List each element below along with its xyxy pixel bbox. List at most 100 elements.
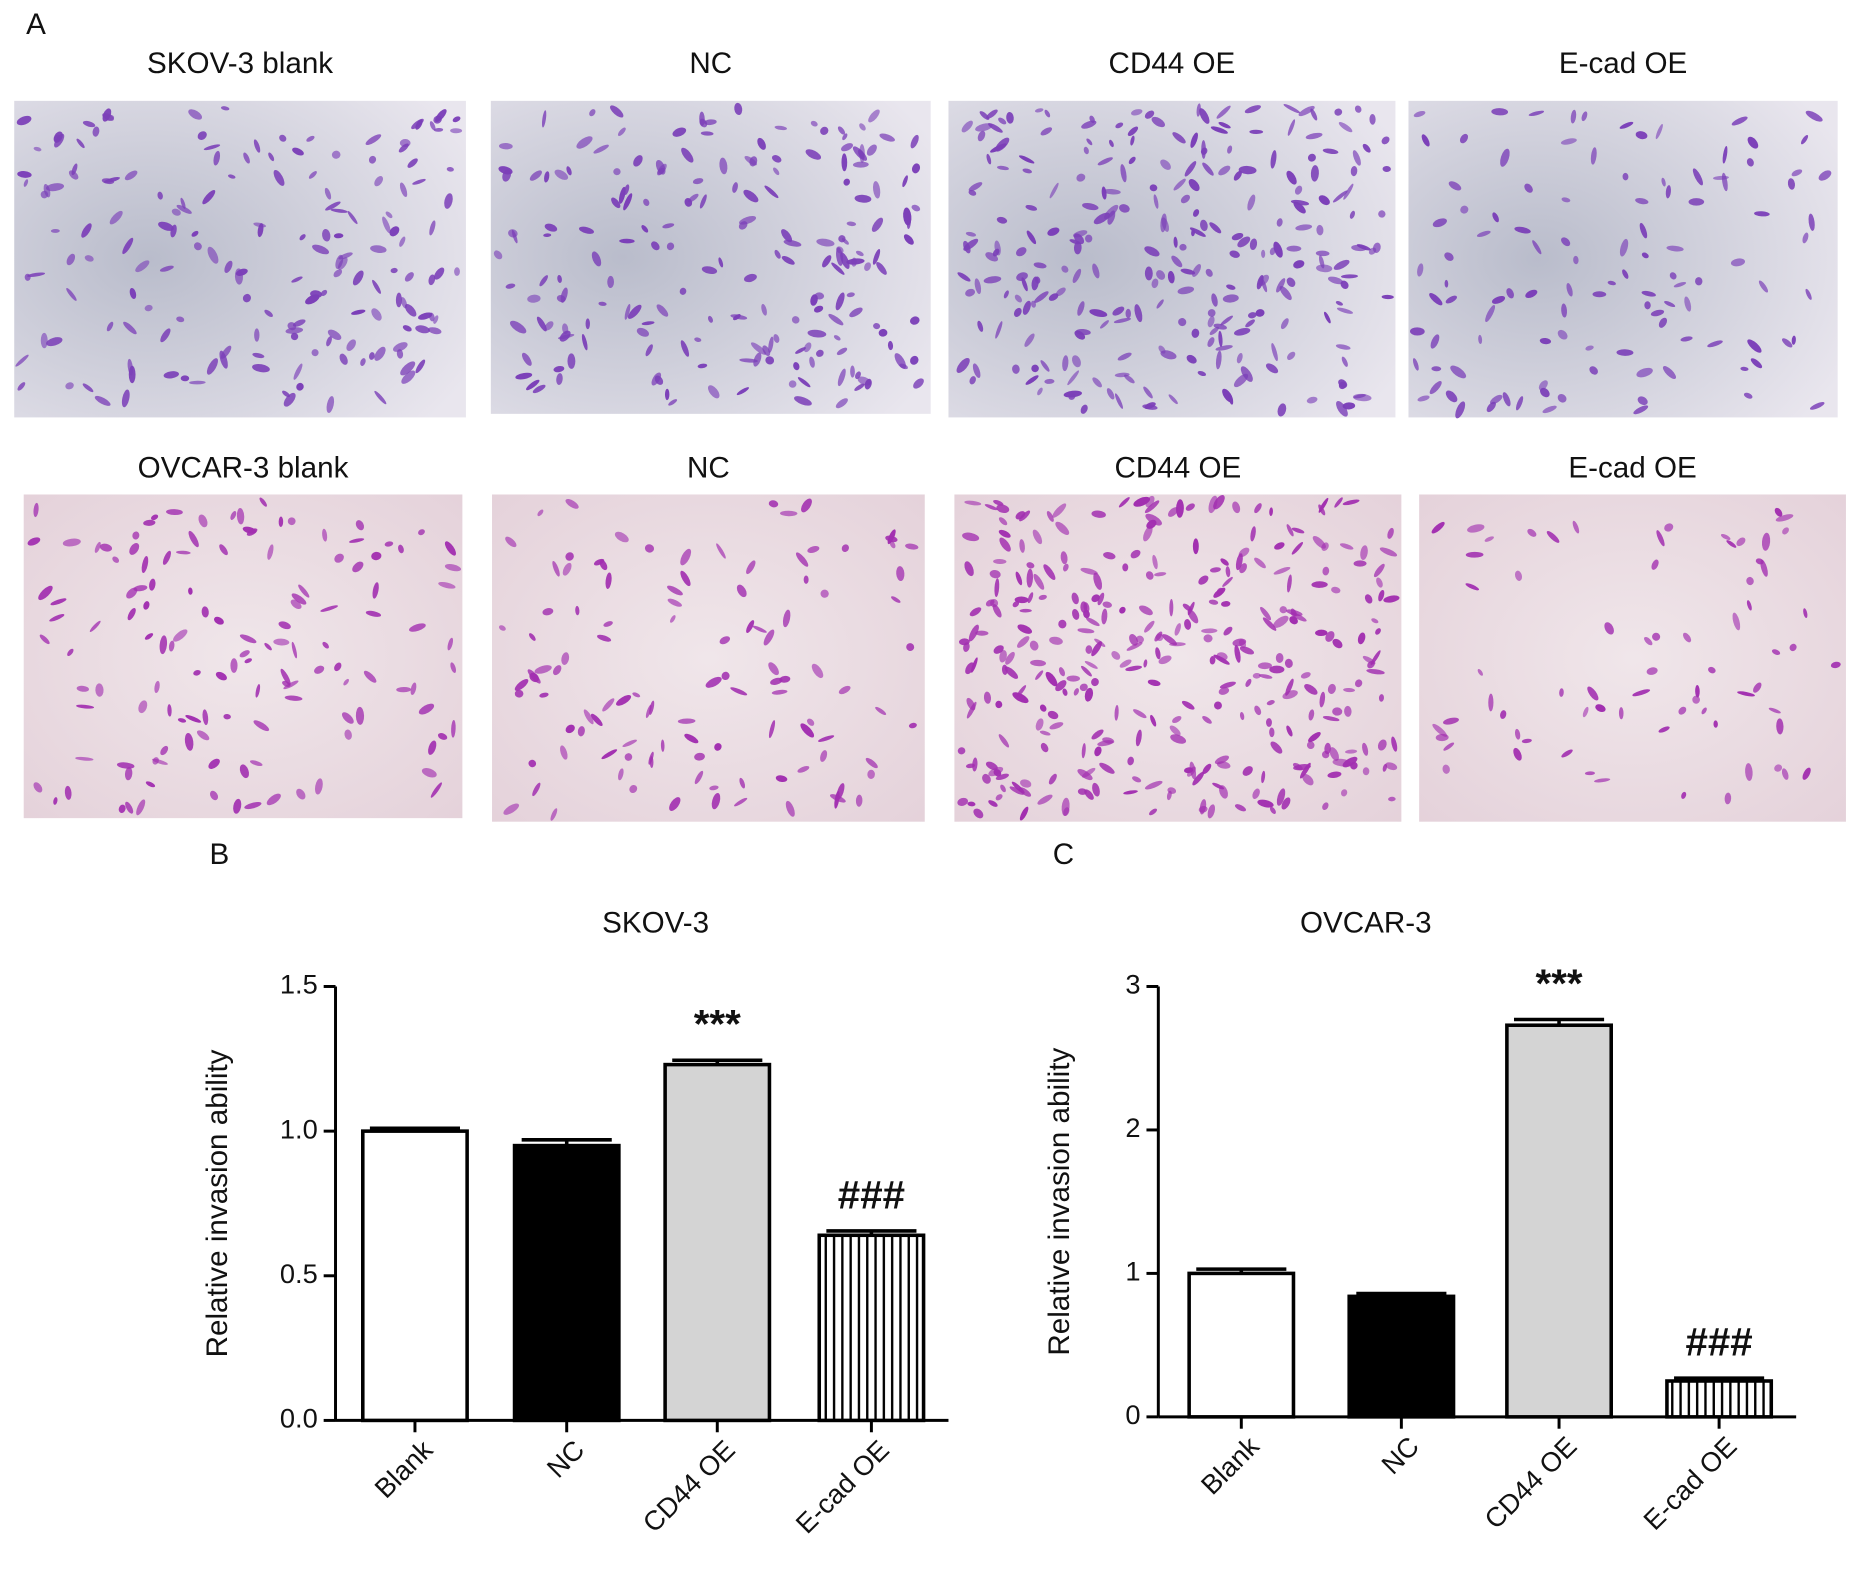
cell (1295, 224, 1313, 231)
cell (667, 585, 683, 596)
cell (1191, 229, 1196, 237)
cell (1322, 566, 1330, 576)
cell (395, 292, 402, 308)
cell (400, 361, 416, 376)
cell (1187, 766, 1196, 777)
cell (127, 607, 136, 621)
cell (1062, 563, 1069, 572)
cell (296, 382, 304, 391)
cell (605, 572, 612, 589)
cell (1561, 303, 1568, 318)
cell (644, 544, 655, 553)
cell (1236, 352, 1243, 364)
cell (1103, 552, 1116, 560)
cell (1118, 497, 1130, 508)
cell (996, 216, 1008, 224)
cell (1486, 401, 1496, 413)
cell (761, 303, 767, 316)
cell (129, 287, 137, 299)
cell (1791, 169, 1803, 177)
cell (1306, 396, 1318, 404)
cell (1542, 405, 1557, 414)
cell (1745, 763, 1753, 781)
cell (1209, 222, 1222, 234)
cell (643, 198, 650, 206)
cell (597, 634, 612, 642)
cell (1169, 725, 1181, 736)
cell (326, 336, 332, 347)
cell (736, 584, 747, 598)
panel-label: C (1053, 838, 1074, 871)
cell (1111, 651, 1121, 660)
cell (1720, 533, 1731, 540)
micrograph (23, 494, 463, 819)
cell (1018, 155, 1035, 164)
cell (781, 229, 793, 243)
cell (1160, 159, 1171, 170)
cell (267, 544, 274, 560)
cell (1299, 762, 1311, 779)
x-tick-label: NC (1375, 1430, 1425, 1480)
cell (1308, 709, 1315, 721)
cell (122, 237, 134, 255)
cell (1220, 315, 1233, 326)
cell (753, 352, 762, 367)
cell (1442, 764, 1450, 774)
cell (1559, 688, 1564, 697)
cell (320, 605, 338, 612)
cell (774, 125, 788, 131)
cell (1445, 295, 1457, 304)
cell (415, 325, 430, 334)
cell (1214, 755, 1229, 765)
cell (1119, 606, 1126, 614)
cell (820, 750, 828, 762)
cell (1229, 250, 1240, 258)
cell (1143, 659, 1148, 668)
cell (793, 362, 800, 371)
cell (1421, 134, 1430, 147)
cell (1102, 188, 1121, 195)
cell (273, 638, 290, 646)
cell (1093, 572, 1103, 590)
cell (734, 102, 743, 116)
cell (985, 599, 995, 607)
cell (1058, 667, 1066, 677)
cell (889, 541, 896, 549)
cell (818, 735, 835, 742)
cell (1585, 345, 1594, 351)
cell (534, 665, 552, 674)
cell (1125, 665, 1142, 672)
cell (1378, 210, 1386, 218)
cell (773, 334, 780, 343)
cell (709, 785, 719, 791)
cell (213, 616, 224, 625)
cell (1097, 740, 1114, 747)
cell (1207, 337, 1215, 347)
cell (1673, 281, 1687, 288)
cell (160, 328, 171, 343)
cell (1091, 641, 1103, 657)
cell (138, 700, 148, 714)
cell (811, 663, 824, 679)
cell (910, 355, 919, 365)
cell (599, 559, 608, 571)
cell (1688, 198, 1705, 206)
cell (347, 210, 358, 225)
cell (1009, 786, 1024, 795)
cell (287, 322, 297, 331)
cell (967, 801, 976, 807)
cell (680, 548, 692, 566)
cell (1084, 687, 1094, 702)
cell (409, 623, 426, 632)
cell (680, 570, 691, 587)
cell (1736, 537, 1746, 547)
cell (389, 226, 400, 237)
cell (645, 344, 653, 357)
cell (404, 304, 417, 317)
cell (1280, 318, 1289, 330)
cell (1282, 690, 1298, 700)
micrograph (1408, 100, 1838, 419)
y-tick-label: 0.5 (280, 1258, 318, 1289)
cell (660, 739, 665, 752)
cell (1488, 693, 1494, 712)
